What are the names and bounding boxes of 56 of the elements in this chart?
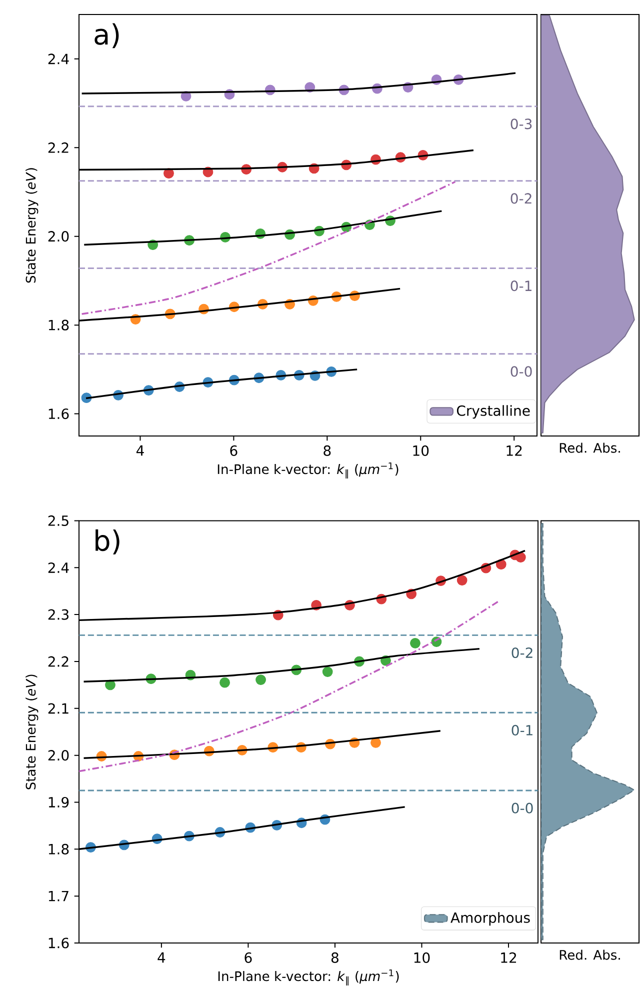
x-tick-label: 12 — [501, 952, 516, 963]
y-tick-label: 1.6 — [48, 938, 69, 948]
x-tick-label: 8 — [324, 445, 331, 456]
x-tick-label: 6 — [244, 952, 252, 963]
y-tick-label: 2.4 — [48, 54, 69, 64]
y-tick-label: 1.8 — [48, 320, 69, 330]
y-tick-label: 2.3 — [48, 609, 68, 620]
x-tick-label: 4 — [158, 952, 166, 963]
annotation: a) — [94, 23, 119, 48]
x-axis-title: In-Plane k-vector: k$_{‖}$ (μm$^{−1}$) — [218, 969, 399, 986]
y-tick-label: 1.7 — [48, 890, 68, 902]
y-tick-label: 2.2 — [48, 142, 68, 153]
series-label: Crystalline — [456, 405, 530, 419]
y-tick-label: 1.9 — [48, 796, 69, 808]
x-tick-label: 10 — [413, 445, 429, 456]
y-tick-label: 2.2 — [48, 656, 68, 667]
x-axis-title: Red. Abs. — [560, 950, 620, 960]
point — [256, 674, 266, 685]
legend-label: Amorphous — [450, 912, 530, 926]
point — [105, 680, 116, 690]
line-series — [79, 600, 501, 772]
x-tick-label: 4 — [136, 445, 144, 456]
y-tick-label: 1.6 — [48, 408, 69, 420]
point — [456, 575, 468, 586]
point — [220, 677, 230, 688]
point — [515, 552, 526, 563]
y-tick-label: 2.0 — [48, 231, 69, 242]
y-tick-label: 2.4 — [48, 562, 69, 573]
y-tick-label: 2.5 — [48, 515, 68, 526]
point — [322, 666, 333, 677]
y-tick-label: 2.1 — [48, 703, 68, 714]
x-tick-label: 12 — [506, 445, 522, 456]
x-tick-label: 8 — [331, 952, 338, 963]
line-series — [80, 72, 516, 94]
point — [410, 638, 420, 648]
annotation: 0-1 — [512, 724, 532, 736]
line-series — [82, 730, 442, 759]
x-tick-label: 10 — [414, 952, 430, 963]
annotation: 0-2 — [512, 647, 532, 658]
line-series — [83, 210, 443, 246]
x-tick-label: 6 — [230, 445, 238, 456]
annotation: b) — [96, 529, 120, 554]
x-axis-title: Red. Abs. — [560, 442, 620, 453]
y-tick-label: 2.0 — [48, 750, 69, 761]
point — [370, 737, 381, 748]
annotation: 0-3 — [510, 118, 532, 130]
y-tick-label: 1.8 — [48, 844, 69, 854]
y-axis-title: State Energy (eV) — [26, 674, 38, 790]
x-axis-title: In-Plane k-vector: k$_{‖}$ (μm$^{−1}$) — [218, 462, 398, 479]
y-axis-title: State Energy (eV) — [26, 168, 38, 283]
line-series — [80, 180, 456, 315]
point — [164, 168, 174, 179]
annotation: 0-0 — [510, 366, 532, 377]
annotation: 0-0 — [512, 802, 533, 814]
annotation: 0-2 — [510, 193, 532, 204]
annotation: 0-1 — [510, 280, 532, 292]
